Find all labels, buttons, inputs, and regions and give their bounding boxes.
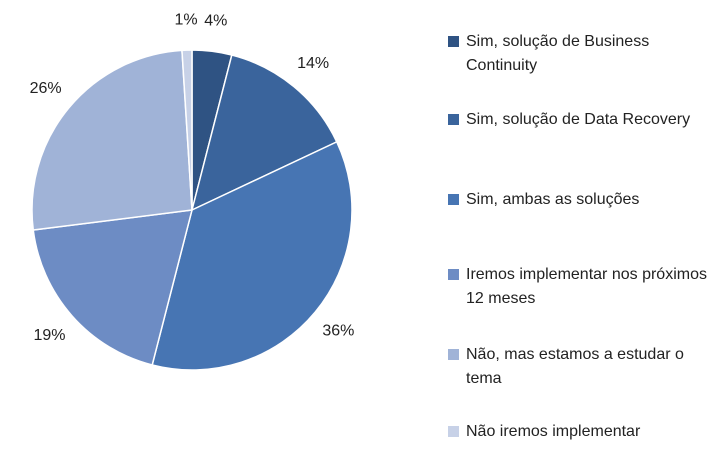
legend-label: Iremos implementar nos próximos 12 meses <box>466 266 707 307</box>
legend-item: Sim, solução de Business Continuity <box>448 30 716 78</box>
pie-slice <box>190 54 338 212</box>
legend-swatch <box>448 349 459 360</box>
pie-slice <box>31 49 193 231</box>
pie-slice <box>181 49 193 211</box>
data-label: 4% <box>204 13 227 30</box>
legend-swatch <box>448 426 459 437</box>
data-label: 36% <box>322 322 354 339</box>
legend-swatch <box>448 269 459 280</box>
pie-slice <box>151 140 353 371</box>
pie-area: 4% 14% 36% 19% 26% 1% <box>30 11 354 371</box>
legend-item: Iremos implementar nos próximos 12 meses <box>448 263 716 311</box>
legend-item: Não, mas estamos a estudar o tema <box>448 343 716 391</box>
legend-label: Sim, solução de Data Recovery <box>466 111 691 128</box>
legend-item: Sim, solução de Data Recovery <box>448 108 716 132</box>
legend-swatch <box>448 114 459 125</box>
legend-swatch <box>448 194 459 205</box>
data-label: 26% <box>30 80 62 97</box>
legend-swatch <box>448 36 459 47</box>
legend-item: Não iremos implementar <box>448 420 716 444</box>
data-label: 14% <box>297 55 329 72</box>
data-label: 19% <box>33 327 65 344</box>
legend-label: Não iremos implementar <box>466 423 641 440</box>
legend-label: Sim, solução de Business Continuity <box>466 33 650 74</box>
data-label: 1% <box>174 11 197 28</box>
legend-label: Sim, ambas as soluções <box>466 191 640 208</box>
legend-label: Não, mas estamos a estudar o tema <box>466 346 684 387</box>
legend-item: Sim, ambas as soluções <box>448 188 716 212</box>
pie-slice <box>32 209 194 366</box>
